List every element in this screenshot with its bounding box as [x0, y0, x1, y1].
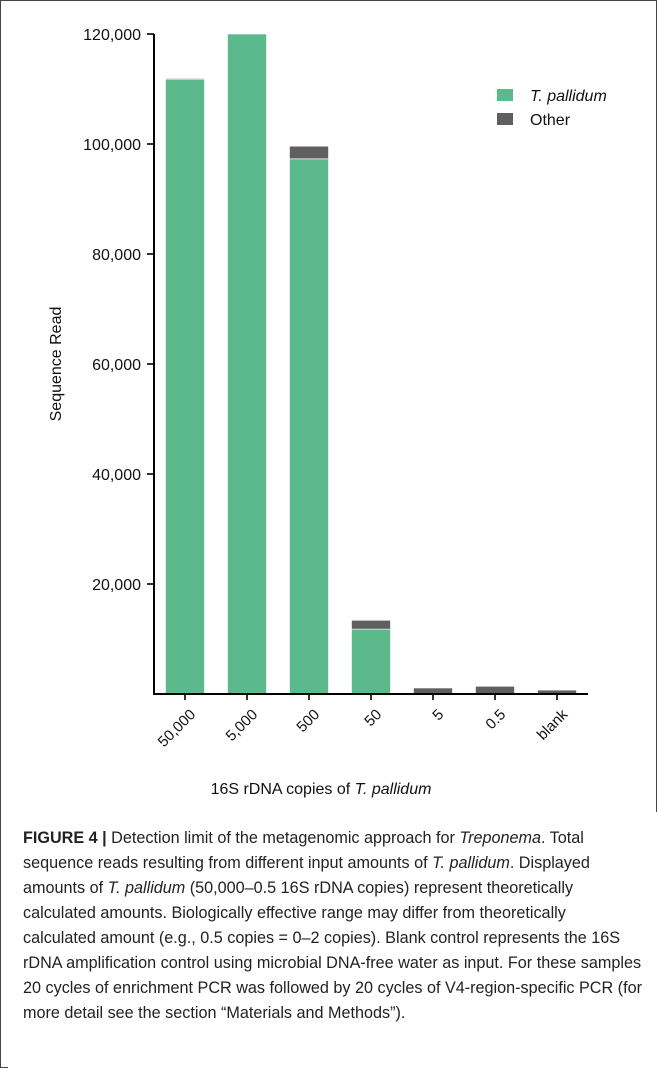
- caption-italic-2: T. pallidum: [432, 854, 510, 872]
- caption-text-2: . Total sequence reads resulting from di…: [23, 829, 584, 872]
- caption-text-1: Detection limit of the metagenomic appro…: [106, 829, 460, 847]
- legend-swatch-1: [497, 113, 513, 125]
- x-tick-label: 5,000: [223, 706, 262, 745]
- legend-swatch-0: [497, 89, 513, 101]
- x-tick-label: 500: [293, 706, 323, 736]
- legend-label-0: T. pallidum: [530, 88, 607, 105]
- x-tick-label: 0.5: [482, 706, 509, 733]
- y-tick-label: 40,000: [92, 467, 141, 484]
- legend-label-1: Other: [530, 112, 571, 129]
- x-tick-label: 50: [361, 706, 385, 730]
- caption-label: FIGURE 4 |: [23, 829, 107, 847]
- y-tick-label: 60,000: [92, 357, 141, 374]
- bar-other-3: [351, 619, 391, 630]
- caption-text-3: . Displayed amounts of: [23, 854, 590, 897]
- y-tick-label: 20,000: [92, 577, 141, 594]
- bar-tpallidum-2: [289, 158, 329, 695]
- x-tick-label: 5: [429, 706, 447, 724]
- x-tick-label: 50,000: [155, 706, 199, 750]
- bar-tpallidum-3: [351, 628, 391, 695]
- y-tick-label: 120,000: [83, 27, 141, 44]
- x-tick-label: blank: [534, 706, 572, 744]
- bar-other-2: [289, 145, 329, 160]
- y-axis-title: Sequence Read: [48, 307, 65, 422]
- bar-tpallidum-0: [165, 79, 205, 695]
- caption-italic-3: T. pallidum: [107, 879, 186, 897]
- x-axis-title-italic: T. pallidum: [355, 781, 432, 798]
- x-axis-title-text: 16S rDNA copies of: [211, 781, 355, 798]
- caption-italic-1: Treponema: [459, 829, 541, 847]
- x-axis-title: 16S rDNA copies of T. pallidum: [211, 781, 432, 798]
- bar-other-5: [475, 685, 515, 695]
- figure-caption: FIGURE 4 | Detection limit of the metage…: [23, 826, 643, 1026]
- stacked-bar-chart: 50,000 5,000 500 50 5 0.5 blank 20,000 40,000 60,…: [48, 27, 607, 798]
- y-tick-label: 80,000: [92, 247, 141, 264]
- y-tick-label: 100,000: [83, 137, 141, 154]
- bar-other-0: [165, 78, 205, 80]
- caption-text-4: (50,000–0.5 16S rDNA copies) represent t…: [23, 879, 642, 1022]
- bar-tpallidum-1: [227, 33, 267, 695]
